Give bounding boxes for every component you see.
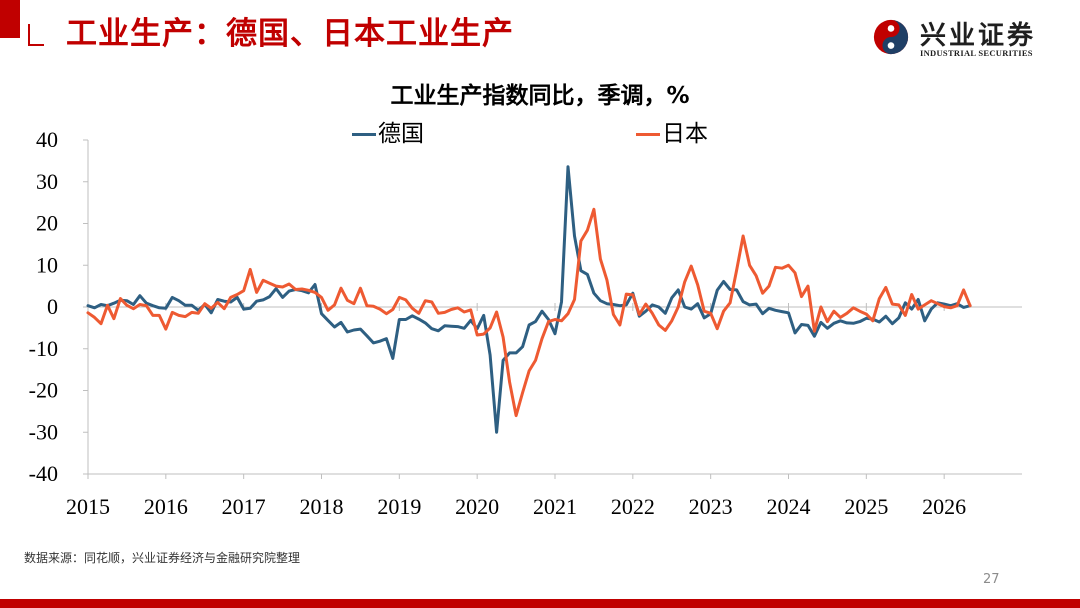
germany-line — [86, 165, 972, 434]
slide-title: 工业生产：德国、日本工业生产 — [66, 16, 514, 52]
legend-label-japan: 日本 — [662, 121, 708, 147]
logo-text-cn: 兴业证券 — [920, 21, 1037, 51]
bottom-bar — [0, 599, 1080, 608]
y-tick-label: 20 — [36, 211, 58, 236]
y-tick-label: -40 — [29, 461, 58, 486]
x-tick-label: 2016 — [144, 494, 188, 519]
chart-title: 工业生产指数同比，季调，% — [390, 83, 690, 109]
x-tick-label: 2023 — [689, 494, 733, 519]
y-tick-label: -30 — [29, 419, 58, 444]
legend-swatch-japan — [636, 133, 660, 136]
x-tick-label: 2020 — [455, 494, 499, 519]
x-tick-label: 2026 — [922, 494, 966, 519]
y-tick-label: 0 — [47, 294, 58, 319]
y-tick-label: -20 — [29, 378, 58, 403]
legend-item-japan: 日本 — [636, 114, 708, 148]
top-red-block — [0, 0, 20, 38]
page-number: 27 — [983, 572, 1000, 587]
x-tick-label: 2018 — [300, 494, 344, 519]
x-tick-label: 2017 — [222, 494, 266, 519]
x-tick-label: 2022 — [611, 494, 655, 519]
title-marker — [28, 24, 44, 46]
y-tick-label: -10 — [29, 336, 58, 361]
x-tick-label: 2024 — [767, 494, 811, 519]
y-tick-label: 10 — [36, 252, 58, 277]
legend-swatch-germany — [352, 133, 376, 136]
logo-mark-icon — [873, 19, 909, 55]
japan-line — [86, 207, 972, 418]
y-tick-label: 40 — [36, 127, 58, 152]
x-tick-label: 2021 — [533, 494, 577, 519]
legend-label-germany: 德国 — [378, 121, 424, 147]
company-logo: 兴业证券 INDUSTRIAL SECURITIES — [872, 18, 1062, 62]
y-tick-label: 30 — [36, 169, 58, 194]
x-tick-label: 2025 — [844, 494, 888, 519]
source-note: 数据来源：同花顺，兴业证券经济与金融研究院整理 — [24, 551, 301, 565]
logo-text-en: INDUSTRIAL SECURITIES — [920, 48, 1033, 58]
x-tick-label: 2015 — [66, 494, 110, 519]
legend-item-germany: 德国 — [352, 114, 424, 148]
x-tick-label: 2019 — [377, 494, 421, 519]
